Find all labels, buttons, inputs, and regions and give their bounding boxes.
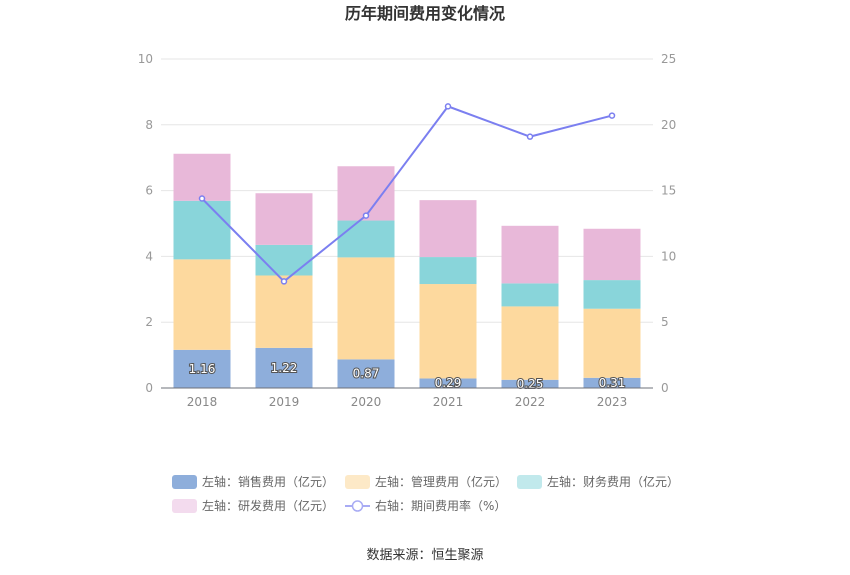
bar-segment-2 [173,259,231,350]
left-tick-label: 8 [145,118,153,132]
data-label: 0.25 [517,377,544,391]
rate-point [526,133,534,140]
rate-point [280,278,288,285]
bar-segment-4 [419,200,477,258]
right-tick-label: 10 [661,249,676,263]
bar-segment-3 [583,280,641,309]
bar-segment-3 [337,220,395,258]
data-label: 0.31 [599,376,626,390]
legend-item-label: 左轴：销售费用（亿元） [202,474,334,489]
right-tick-label: 20 [661,118,676,132]
legend-swatch-icon [517,475,542,489]
bar-segment-4 [501,225,559,284]
x-tick-label: 2023 [597,395,628,409]
rate-point [362,212,370,219]
rate-point [444,103,452,110]
data-label: 0.87 [353,367,380,381]
bar-segment-1 [501,379,559,388]
left-tick-label: 2 [145,315,153,329]
left-tick-label: 6 [145,184,153,198]
source-note: 数据来源：恒生聚源 [366,548,483,563]
right-tick-label: 15 [661,184,676,198]
data-label: 0.29 [435,376,462,390]
bar-segment-2 [419,284,477,379]
bar-segment-2 [255,275,313,348]
x-tick-label: 2021 [433,395,464,409]
left-tick-label: 0 [145,381,153,395]
bar-segment-1 [419,378,477,388]
bar-segment-2 [337,257,395,360]
chart-title: 历年期间费用变化情况 [345,4,505,23]
legend-swatch-icon [172,499,197,513]
rate-point [608,112,616,119]
data-labels: 1.16 1.22 0.87 0.29 0.25 0.31 [188,360,627,392]
legend-item-label: 左轴：财务费用（亿元） [547,474,679,489]
bar-segment-4 [337,166,395,221]
data-label: 1.16 [189,362,216,376]
legend-swatch-icon [172,475,197,489]
left-axis: 0 2 4 6 8 10 [138,52,153,395]
data-label: 1.22 [271,361,298,375]
left-tick-label: 4 [145,249,153,263]
bar-series [173,153,641,388]
bar-segment-4 [173,153,231,201]
grid-lines [161,58,653,323]
bar-segment-1 [255,347,313,388]
bar-segment-1 [173,349,231,388]
right-axis: 0 5 10 15 20 25 [661,52,676,395]
bar-segment-4 [583,228,641,281]
right-tick-label: 5 [661,315,669,329]
right-tick-label: 0 [661,381,669,395]
legend-marker-icon [351,500,364,512]
rate-line-series [198,103,616,285]
bar-segment-3 [255,244,313,276]
rate-line [201,105,613,283]
x-tick-label: 2022 [515,395,546,409]
x-tick-label: 2019 [269,395,300,409]
legend[interactable]: 左轴：销售费用（亿元） 左轴：管理费用（亿元） 左轴：财务费用（亿元） 左轴：研发费用… [172,474,679,513]
rate-point [198,195,206,202]
bar-segment-1 [337,359,395,388]
bar-segment-1 [583,377,641,388]
bar-segment-4 [255,193,313,245]
bar-segment-3 [419,257,477,285]
legend-item-label: 左轴：研发费用（亿元） [202,498,334,513]
legend-swatch-icon [345,475,370,489]
x-axis: 2018 2019 2020 2021 2022 2023 [161,387,653,409]
bar-segment-2 [501,306,559,380]
x-tick-label: 2018 [187,395,218,409]
right-tick-label: 25 [661,52,676,66]
left-tick-label: 10 [138,52,153,66]
legend-item-label: 左轴：管理费用（亿元） [375,474,507,489]
bar-segment-3 [173,200,231,260]
bar-segment-3 [501,283,559,307]
legend-item-label: 右轴：期间费用率（%） [375,498,506,513]
x-tick-label: 2020 [351,395,382,409]
bar-segment-2 [583,308,641,378]
